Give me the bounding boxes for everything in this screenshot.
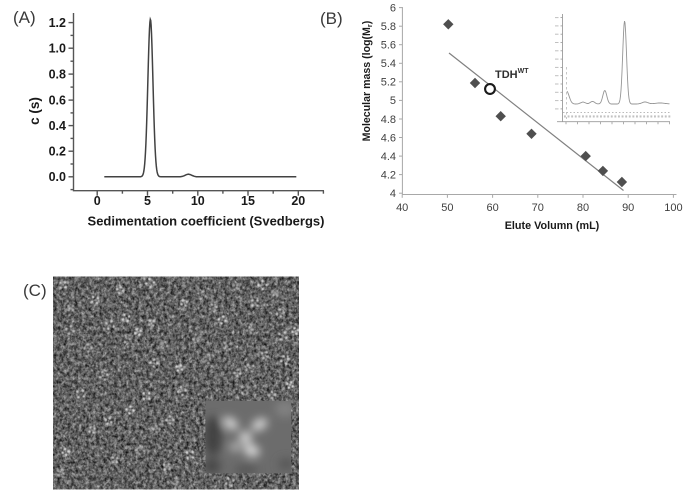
svg-text:1.0: 1.0 [49,42,66,56]
svg-text:100: 100 [664,202,682,214]
svg-text:4.2: 4.2 [381,169,396,181]
svg-text:60: 60 [486,202,498,214]
svg-text:c (s): c (s) [27,97,42,125]
svg-text:5.4: 5.4 [381,58,396,70]
svg-text:(C): (C) [23,281,47,300]
svg-text:4.6: 4.6 [381,132,396,144]
svg-text:5.8: 5.8 [381,21,396,33]
svg-text:1.2: 1.2 [49,16,66,30]
svg-text:0: 0 [94,194,101,208]
svg-text:5: 5 [390,95,396,107]
svg-text:20: 20 [291,194,305,208]
svg-text:6: 6 [390,2,396,14]
svg-text:0.6: 0.6 [49,93,66,107]
svg-text:0.0: 0.0 [49,170,66,184]
svg-text:0.2: 0.2 [49,145,66,159]
svg-text:5.6: 5.6 [381,40,396,52]
svg-text:10: 10 [191,194,205,208]
svg-text:0.8: 0.8 [49,67,66,81]
svg-text:70: 70 [532,202,544,214]
svg-text:Molecular mass (log(Mr): Molecular mass (log(Mr) [361,21,374,142]
svg-text:40: 40 [396,202,408,214]
svg-text:0.4: 0.4 [49,119,66,133]
svg-text:(B): (B) [320,9,343,28]
svg-text:90: 90 [622,202,634,214]
svg-text:4.8: 4.8 [381,114,396,126]
svg-text:5.2: 5.2 [381,77,396,89]
svg-text:50: 50 [441,202,453,214]
svg-text:(A): (A) [13,8,36,27]
svg-text:4.4: 4.4 [381,151,396,163]
svg-text:5: 5 [144,194,151,208]
svg-text:80: 80 [577,202,589,214]
svg-text:15: 15 [241,194,255,208]
svg-text:Elute Volumn (mL): Elute Volumn (mL) [505,220,600,232]
svg-text:4: 4 [390,188,396,200]
svg-text:Sedimentation coefficient (Sve: Sedimentation coefficient (Svedbergs) [88,214,325,229]
